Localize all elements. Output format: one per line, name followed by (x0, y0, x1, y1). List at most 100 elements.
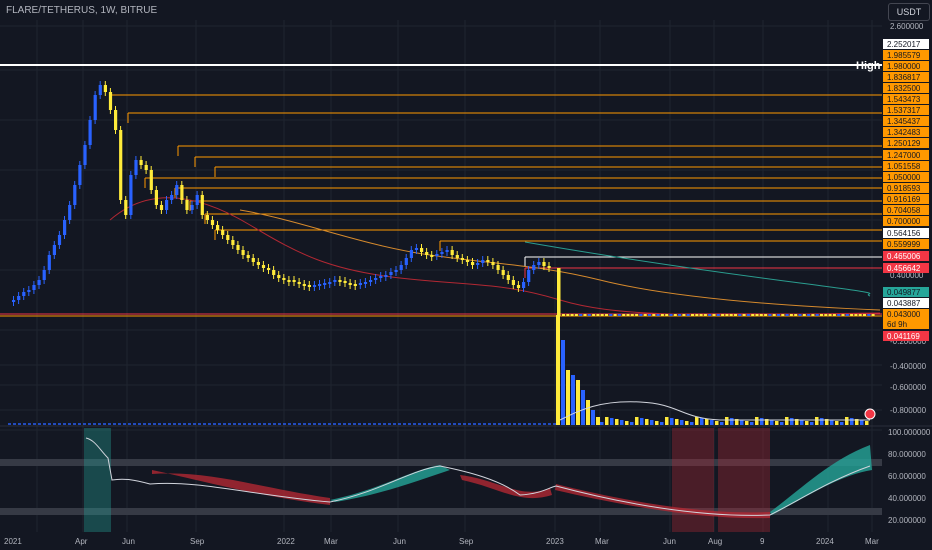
time-tick-label: Mar (865, 537, 879, 546)
osc-fill-bull-2 (770, 445, 872, 515)
osc-fill-bear-3 (555, 484, 770, 519)
candle-body-105 (547, 266, 551, 268)
candle-tail (630, 314, 634, 316)
volume-bar-small (148, 423, 151, 425)
candle-body-62 (328, 282, 332, 284)
volume-bar-small (770, 420, 774, 425)
candle-body-22 (124, 200, 128, 215)
volume-bar-4 (576, 380, 580, 425)
level-tag-label: 1.345437 (887, 117, 921, 126)
candle-body-26 (144, 165, 148, 170)
candle-body-29 (159, 205, 164, 210)
volume-bar-small (755, 417, 759, 425)
candle-body-56 (297, 282, 301, 284)
price-tags: 2.252017 1.985579 1.980000 1.836817 1.832500… (883, 39, 929, 341)
currency-button[interactable]: USDT (888, 3, 930, 21)
candle-body-10 (63, 220, 67, 235)
volume-bar-small (765, 419, 769, 425)
level-tag-bg (883, 263, 929, 273)
level-tag-label: 0.559999 (887, 240, 921, 249)
candle-tail (863, 314, 866, 316)
candle-body-18 (103, 85, 107, 92)
candle-tail (845, 314, 849, 316)
volume-bar-small (403, 423, 406, 425)
candle-body-68 (358, 283, 362, 285)
osc-tick-label: 60.000000 (888, 472, 926, 481)
volume-bar-small (745, 421, 749, 425)
volume-bar-small (615, 419, 619, 425)
right-tag-label: 0.043887 (887, 299, 921, 308)
level-tag-label: 1.832500 (887, 84, 921, 93)
candle-body-3 (27, 290, 31, 292)
volume-bar-small (503, 423, 506, 425)
candle-body-5 (37, 280, 41, 285)
volume-bar-small (860, 420, 864, 425)
volume-bar-small (183, 423, 186, 425)
volume-bar-small (118, 423, 121, 425)
high-label: High (856, 60, 881, 72)
volume-bar-small (680, 420, 684, 425)
volume-bar-small (478, 423, 481, 425)
volume-bar-small (660, 422, 664, 425)
candle-body-59 (312, 285, 317, 287)
candle-body-20 (114, 110, 118, 130)
candle-tail (742, 314, 746, 316)
volume-bar-small (263, 423, 266, 425)
volume-bar-small (448, 423, 451, 425)
candle-body-83 (435, 254, 439, 256)
candle-body-64 (338, 280, 342, 282)
candle-tail (764, 314, 768, 316)
time-tick-label: 9 (760, 537, 765, 546)
candle-tail (850, 314, 854, 316)
candle-tail (716, 314, 720, 316)
volume-bar-small (63, 423, 66, 425)
candle-body-8 (52, 245, 56, 255)
candle-tail (699, 314, 703, 316)
volume-bar-small (198, 423, 201, 425)
candle-tail (678, 314, 682, 316)
candle-tail (660, 314, 664, 316)
volume-bar-small (740, 420, 744, 425)
candle-tail (682, 314, 686, 316)
time-tick-label: Jun (122, 537, 135, 546)
candle-body-75 (394, 270, 398, 272)
right-tag-bg (883, 331, 929, 341)
volume-bar-small (78, 423, 81, 425)
candle-body-74 (389, 272, 393, 275)
volume-bar-small (620, 420, 624, 425)
volume-bar-small (760, 418, 764, 425)
osc-tick-label: 80.000000 (888, 450, 926, 459)
volume-bar-small (715, 421, 719, 425)
candle-body-72 (379, 276, 383, 278)
candle-tail (781, 314, 785, 316)
volume-bar-small (720, 422, 724, 425)
time-tick-label: Mar (595, 537, 609, 546)
candle-tail (579, 314, 583, 316)
candle-body-7 (47, 255, 51, 270)
volume-bar-1 (561, 340, 565, 425)
level-tag-label: 0.465006 (887, 252, 921, 261)
volume-bar-small (318, 423, 321, 425)
volume-bar-small (138, 423, 141, 425)
candle-body-42 (226, 235, 230, 240)
volume-bar-small (705, 419, 709, 425)
right-tag-bg (883, 298, 929, 308)
candle-tail (721, 314, 725, 316)
volume-bar-small (368, 423, 371, 425)
ma-fast (109, 197, 881, 316)
volume-bar-small (253, 423, 256, 425)
candle-tail (841, 314, 845, 316)
volume-bar-small (685, 421, 689, 425)
volume-bar-7 (591, 410, 595, 425)
candle-tail (691, 314, 694, 316)
level-tag-label: 1.247000 (887, 151, 921, 160)
osc-zone-1 (672, 428, 714, 532)
candle-tail (755, 314, 759, 316)
volume-bar-small (28, 423, 31, 425)
level-tag-label: 0.700000 (887, 217, 921, 226)
candle-body-6 (42, 270, 46, 280)
level-tag-label: 0.916169 (887, 195, 921, 204)
osc-fill-bear-1 (152, 470, 330, 505)
time-tick-label: 2023 (546, 537, 564, 546)
